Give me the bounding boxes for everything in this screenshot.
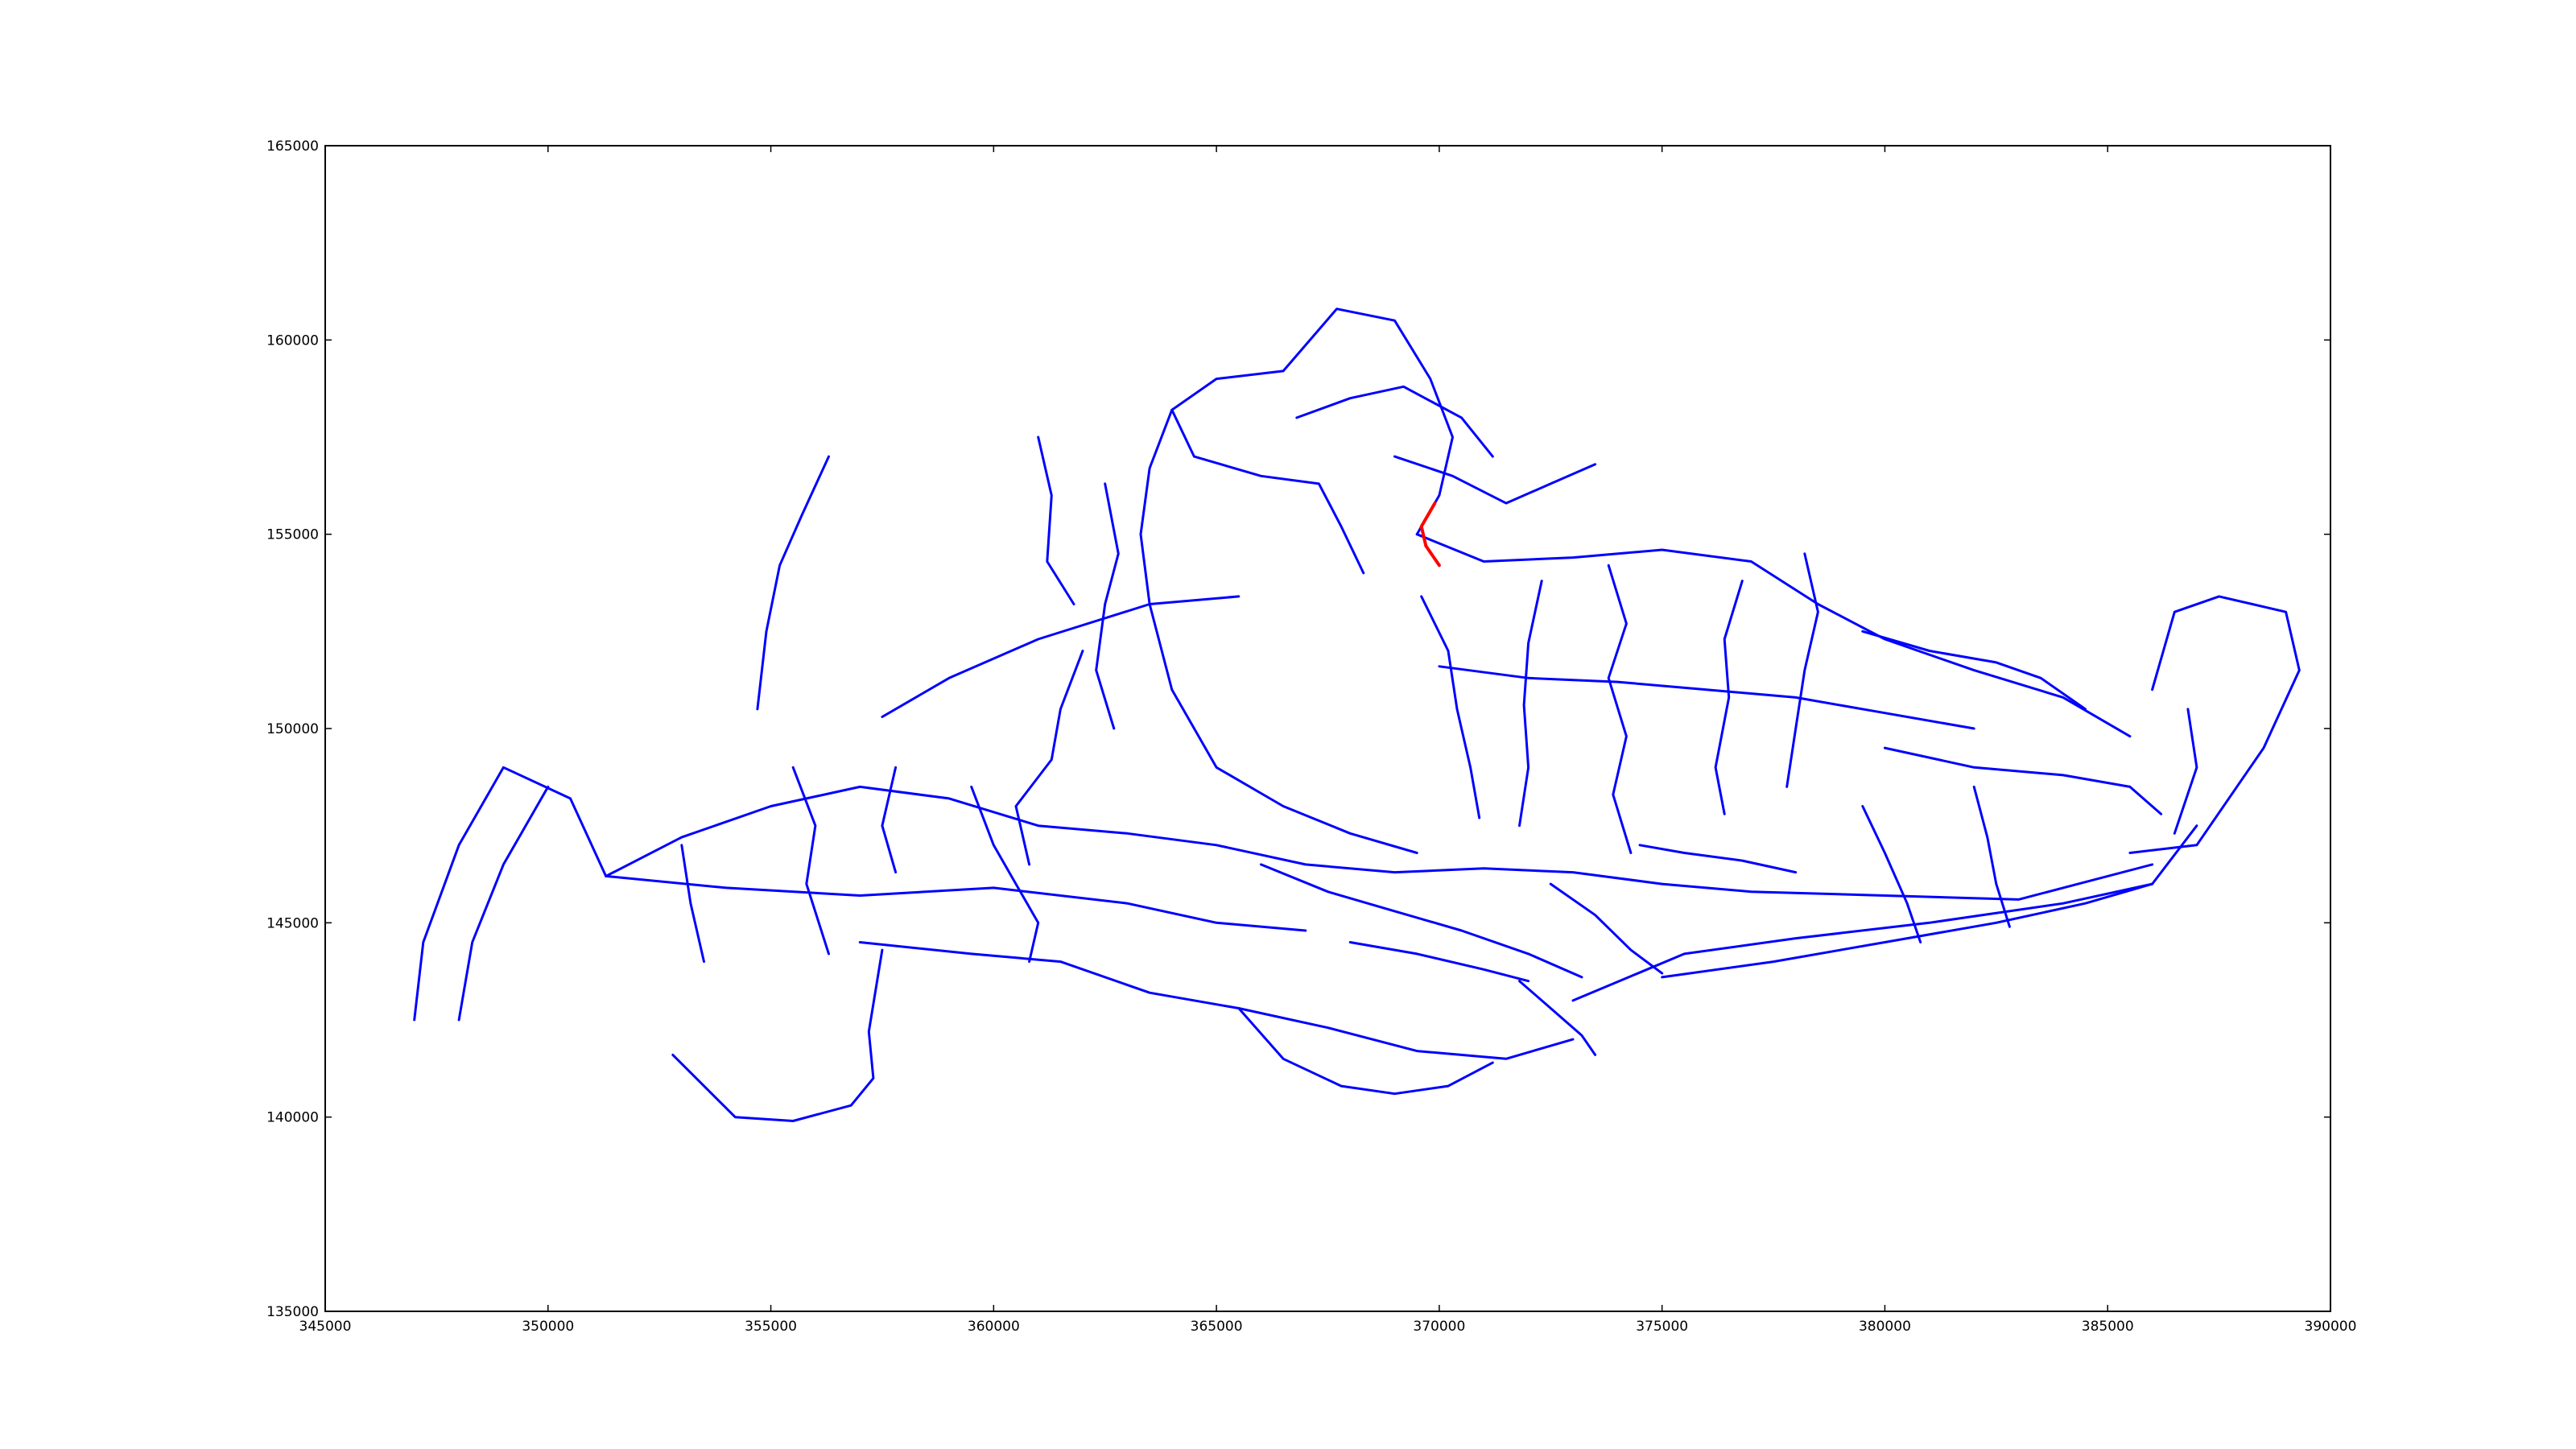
road-boon-lay bbox=[881, 766, 898, 874]
y-tick-label: 155000 bbox=[266, 527, 319, 543]
road-thomson bbox=[1518, 580, 1543, 828]
x-tick-label: 355000 bbox=[745, 1319, 797, 1335]
road-lim-chu-kang bbox=[756, 455, 830, 711]
road-lentor bbox=[1420, 595, 1481, 819]
road-orchard bbox=[1348, 941, 1530, 983]
x-tick-label: 350000 bbox=[522, 1319, 574, 1335]
y-tick-label: 140000 bbox=[266, 1110, 319, 1126]
road-yio-chu-kang bbox=[1607, 564, 1633, 854]
road-pan-island-west bbox=[605, 785, 2154, 901]
x-tick-label: 370000 bbox=[1413, 1319, 1465, 1335]
road-sentosa-loop bbox=[1237, 1007, 1494, 1096]
x-tick-label: 360000 bbox=[968, 1319, 1020, 1335]
road-bukit-timah bbox=[1148, 603, 1418, 854]
y-tick-label: 165000 bbox=[266, 138, 319, 155]
road-serangoon bbox=[1714, 580, 1744, 815]
y-tick-label: 135000 bbox=[266, 1304, 319, 1320]
x-tick-label: 380000 bbox=[1859, 1319, 1911, 1335]
road-changi bbox=[2128, 595, 2301, 854]
road-bukit-panjang bbox=[1014, 650, 1084, 866]
y-tick-label: 150000 bbox=[266, 721, 319, 737]
road-seletar bbox=[1415, 533, 2132, 738]
road-loyang bbox=[2173, 708, 2198, 835]
road-jurong-island bbox=[671, 948, 884, 1122]
plot-area bbox=[413, 308, 2301, 1122]
road-dunearn bbox=[1260, 863, 1583, 979]
road-tampines bbox=[1883, 746, 2163, 815]
road-paya-lebar bbox=[1638, 844, 1798, 874]
x-tick-label: 390000 bbox=[2305, 1319, 2357, 1335]
road-kallang bbox=[1549, 882, 1664, 975]
road-sembawang bbox=[1295, 385, 1494, 458]
y-tick-label: 145000 bbox=[266, 915, 319, 931]
road-upper-bukit-timah bbox=[1095, 482, 1120, 730]
road-kranji bbox=[881, 595, 1241, 718]
x-axis: 345000 350000 355000 360000 365000 370000 3750… bbox=[299, 146, 2357, 1335]
road-tuas-1 bbox=[413, 766, 608, 1022]
y-axis: 135000 140000 145000 150000 155000 160000 1650… bbox=[266, 138, 2330, 1320]
road-simei bbox=[1972, 785, 2011, 928]
y-tick-label: 160000 bbox=[266, 332, 319, 349]
road-punggol bbox=[1785, 552, 1819, 788]
x-tick-label: 345000 bbox=[299, 1319, 352, 1335]
road-mandai bbox=[1037, 436, 1075, 605]
road-pioneer bbox=[680, 844, 705, 964]
road-clementi bbox=[970, 785, 1040, 964]
road-ecp bbox=[1661, 882, 2154, 979]
road-sengkang bbox=[1861, 630, 2087, 711]
x-tick-label: 365000 bbox=[1191, 1319, 1243, 1335]
road-west-coast-road bbox=[605, 874, 1307, 932]
road-bedok bbox=[1861, 805, 1922, 943]
road-yishun bbox=[1393, 455, 1597, 505]
highlighted-route bbox=[1419, 502, 1441, 568]
road-woodlands bbox=[1139, 308, 1454, 605]
x-tick-label: 375000 bbox=[1636, 1319, 1688, 1335]
road-ang-mo-kio bbox=[1438, 665, 1975, 730]
road-jurong-west bbox=[791, 766, 830, 956]
x-tick-label: 385000 bbox=[2082, 1319, 2134, 1335]
road-marina bbox=[1518, 980, 1597, 1056]
road-tuas-2 bbox=[457, 785, 550, 1022]
road-north-coast bbox=[1170, 408, 1365, 575]
